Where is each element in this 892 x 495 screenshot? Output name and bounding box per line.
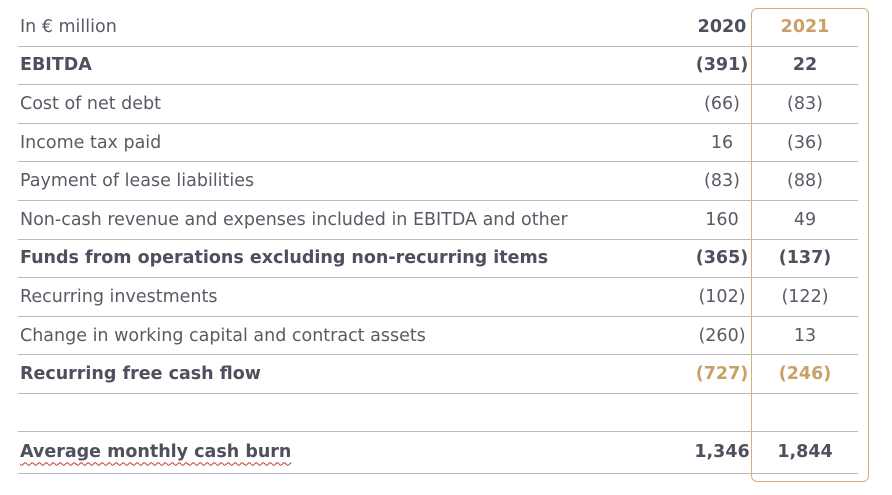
column-header-2021: 2021 <box>780 16 830 37</box>
table-row-ebitda: EBITDA (391) 22 <box>18 47 858 86</box>
value-2020: 160 <box>705 209 739 230</box>
row-label: Payment of lease liabilities <box>20 171 255 192</box>
table-row: Payment of lease liabilities (83) (88) <box>18 162 858 201</box>
table-row: Non-cash revenue and expenses included i… <box>18 201 858 240</box>
value-2020: (66) <box>704 93 740 114</box>
table-row-recurring-free-cash-flow: Recurring free cash flow (727) (246) <box>18 355 858 394</box>
value-2021: (83) <box>787 93 823 114</box>
value-2020: (391) <box>695 55 749 76</box>
row-label: Recurring investments <box>20 286 218 307</box>
table-row-funds-from-operations: Funds from operations excluding non-recu… <box>18 240 858 279</box>
row-label: Change in working capital and contract a… <box>20 325 426 346</box>
table-row: Recurring investments (102) (122) <box>18 278 858 317</box>
value-2020: (260) <box>698 325 746 346</box>
cash-flow-table: In € million 2020 2021 EBITDA (391) 22 C… <box>18 8 858 474</box>
row-label: Recurring free cash flow <box>20 364 261 385</box>
cash-burn-label: Average monthly cash burn <box>20 442 292 463</box>
unit-label: In € million <box>20 16 117 37</box>
value-2021: (122) <box>781 286 829 307</box>
value-2021: 22 <box>792 55 818 76</box>
spacer-row <box>18 394 858 432</box>
row-label: Funds from operations excluding non-recu… <box>20 248 549 269</box>
value-2020: (102) <box>698 286 746 307</box>
value-2021: 49 <box>793 209 817 230</box>
table-header-row: In € million 2020 2021 <box>18 8 858 47</box>
row-label: Non-cash revenue and expenses included i… <box>20 209 568 230</box>
table-row: Cost of net debt (66) (83) <box>18 85 858 124</box>
value-2020: (365) <box>695 248 749 269</box>
value-2021: (246) <box>778 364 832 385</box>
table-row: Income tax paid 16 (36) <box>18 124 858 163</box>
value-2021: (36) <box>787 132 823 153</box>
table-row: Change in working capital and contract a… <box>18 317 858 356</box>
value-2020: (83) <box>704 171 740 192</box>
value-2020: 1,346 <box>694 442 750 463</box>
row-label: Average monthly cash burn <box>20 432 291 473</box>
value-2021: (137) <box>778 248 832 269</box>
row-label: EBITDA <box>20 55 92 76</box>
year-2021-highlight-box <box>751 8 869 482</box>
value-2021: 13 <box>793 325 817 346</box>
row-label: Income tax paid <box>20 132 162 153</box>
table-row-cash-burn: Average monthly cash burn 1,346 1,844 <box>18 432 858 474</box>
value-2021: (88) <box>787 171 823 192</box>
value-2021: 1,844 <box>777 442 833 463</box>
value-2020: 16 <box>710 132 734 153</box>
column-header-2020: 2020 <box>697 16 747 37</box>
value-2020: (727) <box>695 364 749 385</box>
row-label: Cost of net debt <box>20 93 162 114</box>
